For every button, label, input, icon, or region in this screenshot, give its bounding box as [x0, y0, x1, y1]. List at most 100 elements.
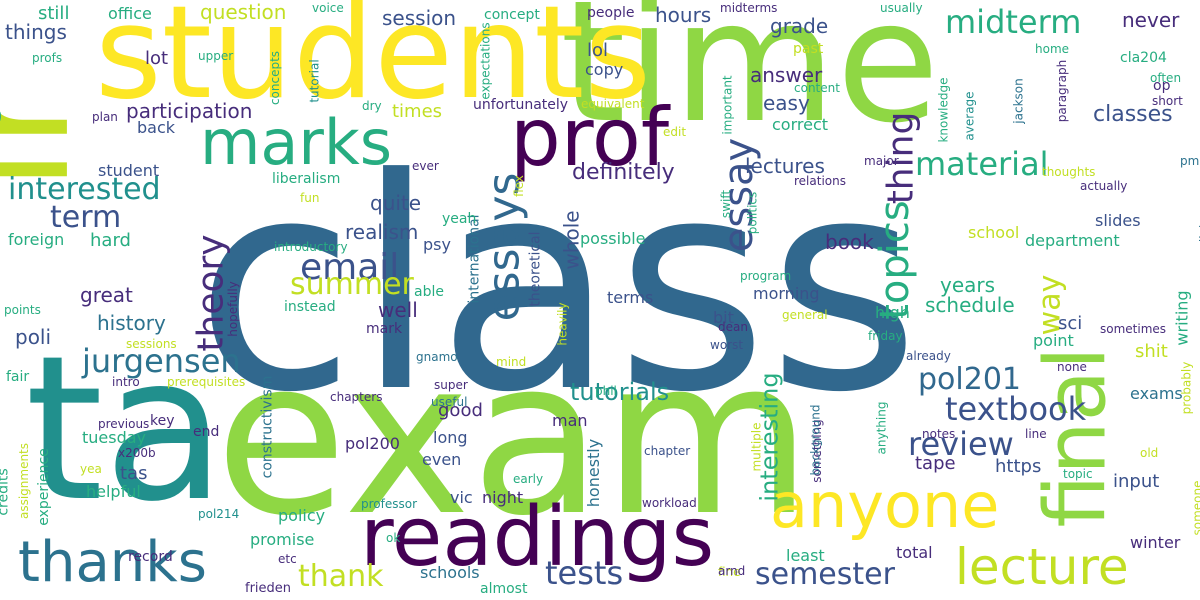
word-mark: mark [366, 321, 403, 337]
word-notes: notes [922, 427, 956, 441]
word-anyone: anyone [770, 469, 1000, 542]
word-frieden: frieden [245, 581, 292, 596]
word-total: total [896, 543, 933, 562]
word-time: time [560, 0, 940, 160]
word-people: people [587, 5, 635, 21]
word-x200b: x200b [118, 446, 156, 460]
word-usually: usually [880, 1, 923, 15]
word-exam: exam [215, 312, 812, 563]
word-schools: schools [420, 563, 480, 582]
word-workload: workload [642, 496, 697, 510]
word-dry: dry [362, 99, 382, 113]
word-introductory: introductory [274, 240, 348, 254]
word-marks: marks [200, 106, 393, 179]
word-least: least [786, 546, 825, 565]
word-thanks: thanks [18, 530, 207, 595]
word-program: program [740, 269, 792, 283]
word-relations: relations [794, 174, 846, 188]
word-department: department [1025, 231, 1120, 250]
word-gnamo: gnamo [416, 350, 458, 364]
word-record: record [128, 549, 173, 565]
word-man: man [552, 411, 588, 430]
word-jackson: jackson [1011, 78, 1026, 124]
word-prof: prof [510, 91, 670, 184]
word-professor: professor [361, 497, 418, 511]
word-participation: participation [126, 99, 253, 123]
word-long: long [433, 428, 468, 447]
word-hopefully: hopefully [225, 281, 240, 337]
word-exams: exams [1130, 384, 1183, 403]
word-bit: bit [713, 308, 734, 327]
word-previous: previous [98, 417, 150, 431]
word-line: line [1025, 427, 1047, 441]
word-theory: theory [190, 234, 232, 352]
word-helpful: helpful [86, 482, 141, 501]
word-promise: promise [250, 530, 315, 549]
word-important: important [720, 75, 735, 135]
word-high: high [875, 303, 910, 322]
word-intro: intro [112, 375, 140, 389]
word-email: email [300, 247, 400, 288]
word-schedule: schedule [925, 293, 1015, 317]
word-midterm: midterm [945, 3, 1082, 41]
word-super: super [434, 378, 468, 392]
word-old: old [1140, 446, 1159, 460]
word-still: still [38, 3, 70, 24]
word-pol214: pol214 [198, 507, 240, 521]
word-years: years [940, 273, 996, 297]
word-morning: morning [753, 284, 820, 303]
word-sessions: sessions [126, 337, 177, 351]
word-readings: readings [360, 490, 715, 585]
word-key: key [150, 413, 175, 429]
word-experience: experience [35, 448, 52, 526]
word-sometimes: sometimes [1100, 322, 1167, 336]
word-point: point [1033, 331, 1074, 350]
word-anything: anything [874, 401, 889, 455]
word-fine: fine [718, 565, 741, 579]
word-general: general [782, 308, 828, 322]
word-psy: psy [423, 235, 451, 254]
word-semester: semester [755, 557, 895, 592]
word-definitely: definitely [572, 160, 675, 185]
word-prerequisites: prerequisites [167, 375, 246, 389]
word-poli: poli [15, 325, 52, 349]
word-swift: swift [719, 189, 734, 219]
word-constructivism: constructivism [259, 375, 276, 479]
word-flex: flex [511, 175, 526, 197]
word-things: things [5, 20, 67, 44]
word-thank: thank [298, 559, 384, 594]
word-chapter: chapter [644, 444, 691, 458]
word-summer: summer [290, 267, 414, 302]
word-assignments: assignments [17, 442, 32, 520]
word-students: students [95, 0, 651, 128]
word-politics: politics [745, 191, 760, 235]
word-liberalism: liberalism [272, 171, 341, 187]
word-textbook: textbook [945, 390, 1087, 428]
word-multiple: multiple [749, 422, 764, 472]
word-terms: terms [607, 288, 654, 307]
word-midterms: midterms [720, 1, 778, 15]
word-vic: vic [450, 488, 473, 507]
word-theoretical: theoretical [527, 231, 544, 307]
word-chapters: chapters [330, 390, 383, 404]
word-lectures: lectures [745, 154, 825, 178]
word-concept: concept [484, 7, 540, 23]
word-tests: tests [545, 554, 624, 592]
word-tas: tas [120, 463, 148, 484]
word-correct: correct [772, 115, 829, 134]
word-winter: winter [1130, 533, 1181, 552]
word-thoughts: thoughts [1042, 165, 1096, 179]
word-cla204: cla204 [1120, 50, 1167, 66]
word-pol201: pol201 [918, 362, 1021, 397]
word-probably: probably [1179, 361, 1194, 415]
word-home: home [1035, 42, 1070, 56]
word-voice: voice [312, 1, 344, 15]
word-short: short [1152, 94, 1183, 108]
word-unfortunately: unfortunately [473, 97, 569, 113]
word-equivalent: equivalent [581, 97, 645, 111]
word-easy: easy [763, 91, 810, 115]
word-someone: someone [1190, 480, 1200, 536]
word-classes: classes [1093, 102, 1173, 127]
word-arnd: arnd [718, 564, 746, 578]
